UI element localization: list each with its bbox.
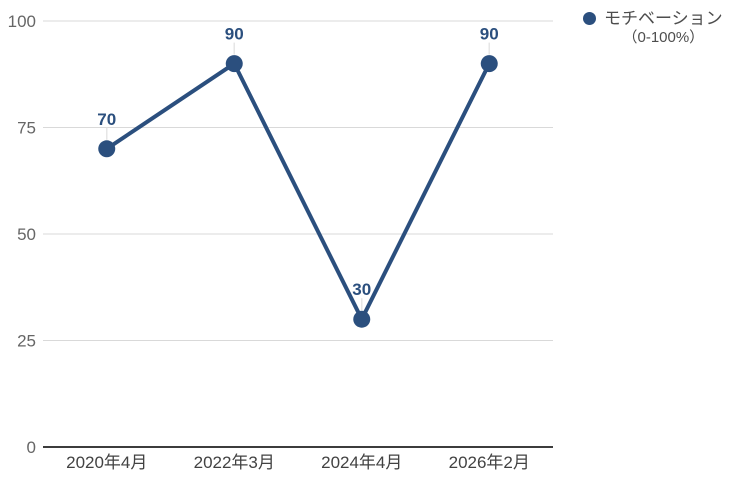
y-tick-label: 75	[17, 119, 36, 138]
legend-series-name: モチベーション	[604, 9, 723, 28]
chart-legend: モチベーション （0-100%）	[583, 9, 723, 46]
x-tick-label: 2020年4月	[66, 453, 147, 472]
data-label: 90	[225, 25, 244, 44]
y-tick-label: 50	[17, 225, 36, 244]
x-tick-label: 2022年3月	[194, 453, 275, 472]
x-tick-label: 2026年2月	[449, 453, 530, 472]
y-tick-label: 0	[27, 438, 36, 457]
data-point	[353, 310, 371, 328]
legend-series-range: （0-100%）	[622, 28, 705, 46]
data-label: 30	[352, 280, 371, 299]
legend-label: モチベーション （0-100%）	[604, 9, 723, 46]
data-label: 90	[480, 25, 499, 44]
y-tick-label: 100	[8, 12, 36, 31]
legend-marker-circle	[583, 12, 596, 25]
data-label: 70	[97, 110, 116, 129]
x-tick-label: 2024年4月	[321, 453, 402, 472]
data-point	[98, 140, 116, 158]
series-line	[104, 61, 492, 322]
data-point	[480, 55, 498, 73]
data-point	[225, 55, 243, 73]
y-tick-label: 25	[17, 332, 36, 351]
